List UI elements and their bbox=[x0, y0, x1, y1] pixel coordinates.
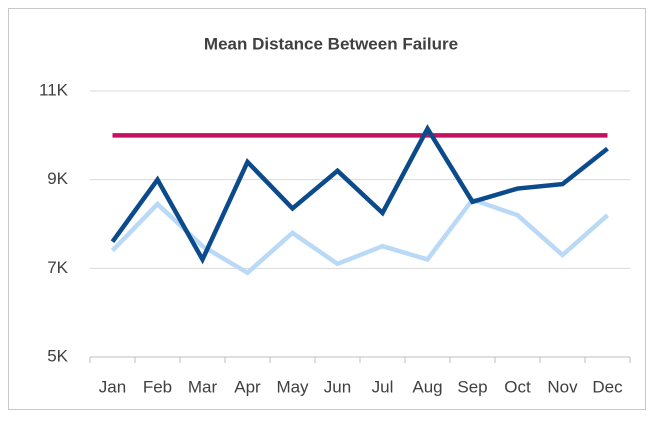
x-tick-label: Jun bbox=[324, 377, 351, 396]
x-tick-label: May bbox=[276, 377, 309, 396]
x-tick-label: Apr bbox=[234, 377, 261, 396]
chart-frame bbox=[8, 8, 646, 410]
x-tick-label: Oct bbox=[504, 377, 531, 396]
series-line bbox=[110, 196, 609, 276]
y-tick-label: 7K bbox=[47, 258, 68, 277]
x-tick-label: Feb bbox=[143, 377, 172, 396]
y-tick-label: 5K bbox=[47, 346, 68, 365]
x-tick-label: Dec bbox=[592, 377, 623, 396]
x-tick-label: Nov bbox=[547, 377, 578, 396]
series-line bbox=[110, 124, 609, 265]
y-tick-label: 9K bbox=[47, 169, 68, 188]
x-tick-label: Sep bbox=[457, 377, 487, 396]
x-tick-label: Jan bbox=[99, 377, 126, 396]
chart-title: Mean Distance Between Failure bbox=[204, 34, 458, 53]
x-tick-label: Jul bbox=[372, 377, 394, 396]
x-tick-label: Mar bbox=[188, 377, 218, 396]
x-tick-label: Aug bbox=[412, 377, 442, 396]
y-tick-label: 11K bbox=[39, 80, 69, 99]
